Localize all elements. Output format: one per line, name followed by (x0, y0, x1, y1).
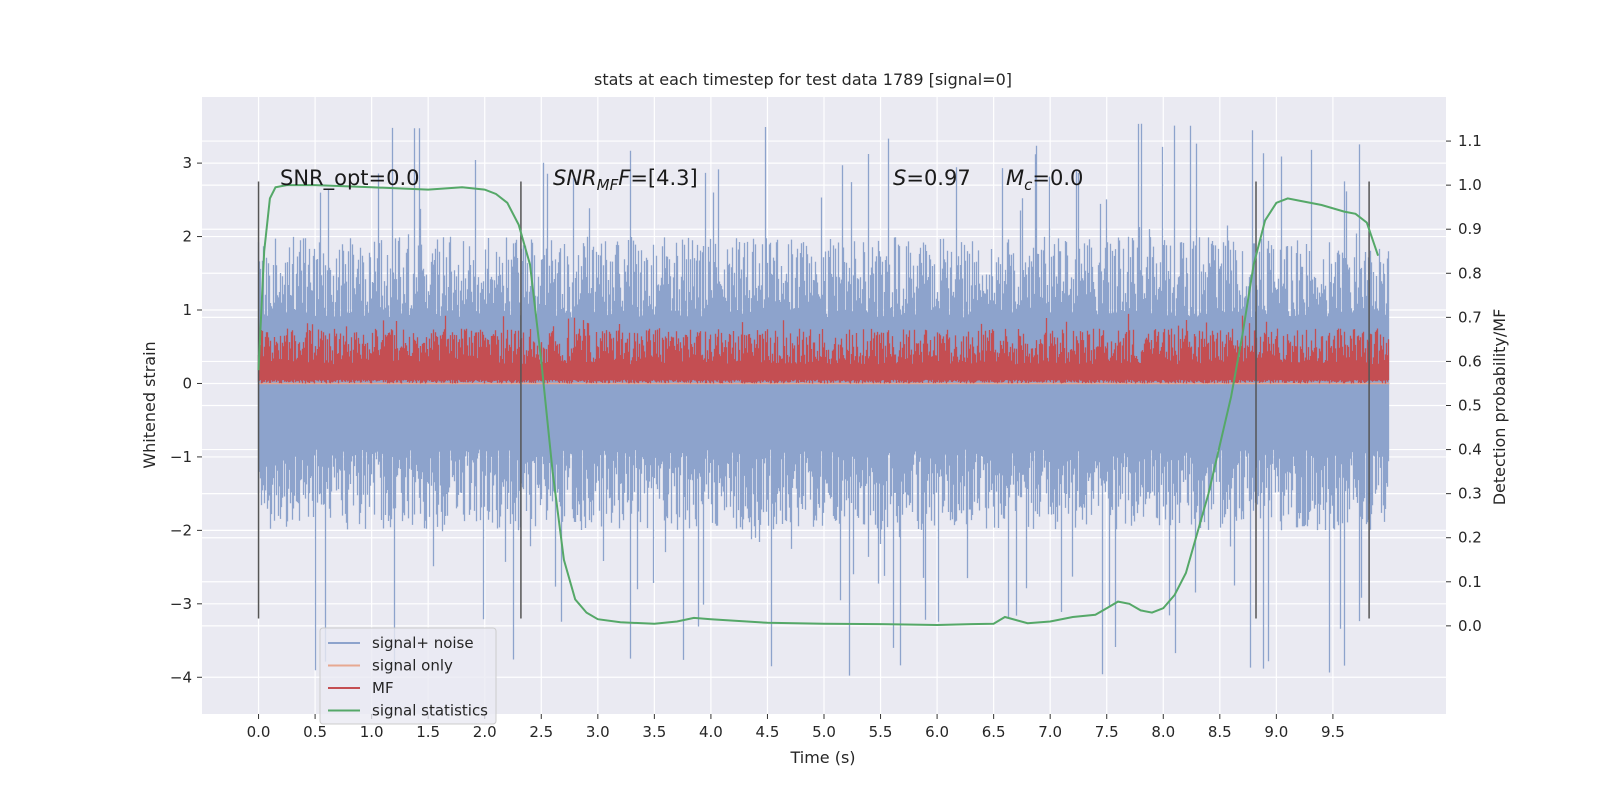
x-tick-label: 4.5 (756, 723, 780, 741)
chart-title: stats at each timestep for test data 178… (594, 70, 1012, 89)
legend-box (319, 627, 497, 725)
x-tick-label: 6.5 (982, 723, 1006, 741)
x-tick-label: 9.5 (1321, 723, 1345, 741)
y-tick-label: −2 (170, 521, 192, 539)
mc-symbol: M (1006, 166, 1024, 190)
x-tick-label: 5.0 (812, 723, 836, 741)
y2-tick-label: 0.1 (1458, 573, 1482, 591)
mc-value: =0.0 (1032, 166, 1083, 190)
y2-axis-ticks: 1.1 1.0 0.9 0.8 0.7 0.6 0.5 0.4 0.3 0.2 0.1 0.0 (1446, 132, 1482, 635)
y-tick-label: 0 (182, 374, 192, 392)
snr-mf-f: F (618, 166, 631, 190)
y2-tick-label: 0.4 (1458, 441, 1482, 459)
y-tick-label: −1 (170, 448, 192, 466)
x-tick-label: 7.0 (1038, 723, 1062, 741)
y2-tick-label: 0.2 (1458, 529, 1482, 547)
y2-axis-label: Detection probability/MF (1490, 309, 1509, 506)
legend-label: signal only (372, 657, 453, 675)
s-symbol: S (893, 166, 906, 190)
legend-label: MF (372, 679, 394, 697)
legend-label: signal statistics (372, 702, 488, 720)
annotation-s: S=0.97 (893, 166, 971, 190)
y2-tick-label: 0.5 (1458, 397, 1482, 415)
snr-mf-value: =[4.3] (630, 166, 697, 190)
y-tick-label: 3 (182, 154, 192, 172)
x-tick-label: 4.0 (699, 723, 723, 741)
y-axis-ticks: 3 2 1 0 −1 −2 −3 −4 (170, 154, 202, 686)
y-tick-label: −4 (170, 668, 192, 686)
y2-tick-label: 0.6 (1458, 352, 1482, 370)
y-tick-label: −3 (170, 595, 192, 613)
x-tick-label: 5.5 (869, 723, 893, 741)
y2-tick-label: 0.8 (1458, 264, 1482, 282)
annotation-mc: Mc=0.0 (1006, 166, 1083, 194)
x-axis-label: Time (s) (789, 748, 855, 767)
x-tick-label: 6.0 (925, 723, 949, 741)
x-tick-label: 2.5 (529, 723, 553, 741)
y2-tick-label: 0.0 (1458, 617, 1482, 635)
x-tick-label: 3.5 (642, 723, 666, 741)
x-tick-label: 1.0 (360, 723, 384, 741)
annotation-snr-mf: SNRMFF=[4.3] (553, 166, 698, 194)
legend-label: signal+ noise (372, 634, 474, 652)
y2-tick-label: 1.0 (1458, 176, 1482, 194)
y2-tick-label: 0.7 (1458, 308, 1482, 326)
y2-tick-label: 0.9 (1458, 220, 1482, 238)
x-tick-label: 1.5 (416, 723, 440, 741)
y-tick-label: 1 (182, 301, 192, 319)
x-tick-label: 8.0 (1151, 723, 1175, 741)
snr-mf-prefix: SNR (553, 166, 597, 190)
y-axis-label: Whitened strain (140, 341, 159, 468)
x-tick-label: 7.5 (1095, 723, 1119, 741)
x-tick-label: 0.0 (247, 723, 271, 741)
snr-mf-subscript: MF (597, 176, 619, 194)
x-tick-label: 2.0 (473, 723, 497, 741)
y-tick-label: 2 (182, 228, 192, 246)
signal-statistics-series (257, 184, 1380, 627)
x-tick-label: 0.5 (303, 723, 327, 741)
y2-tick-label: 1.1 (1458, 132, 1482, 150)
mc-subscript: c (1024, 176, 1033, 194)
x-tick-label: 3.0 (586, 723, 610, 741)
y2-tick-label: 0.3 (1458, 485, 1482, 503)
legend: signal+ noise signal only MF signal statist… (319, 627, 497, 725)
x-tick-label: 8.5 (1208, 723, 1232, 741)
x-axis-ticks: 0.0 0.5 1.0 1.5 2.0 2.5 3.0 3.5 4.0 4.5 5.0 5.5 6.0 6… (247, 714, 1345, 741)
x-tick-label: 9.0 (1264, 723, 1288, 741)
s-value: =0.97 (906, 166, 970, 190)
annotation-snr-opt: SNR_opt=0.0 (280, 166, 420, 191)
